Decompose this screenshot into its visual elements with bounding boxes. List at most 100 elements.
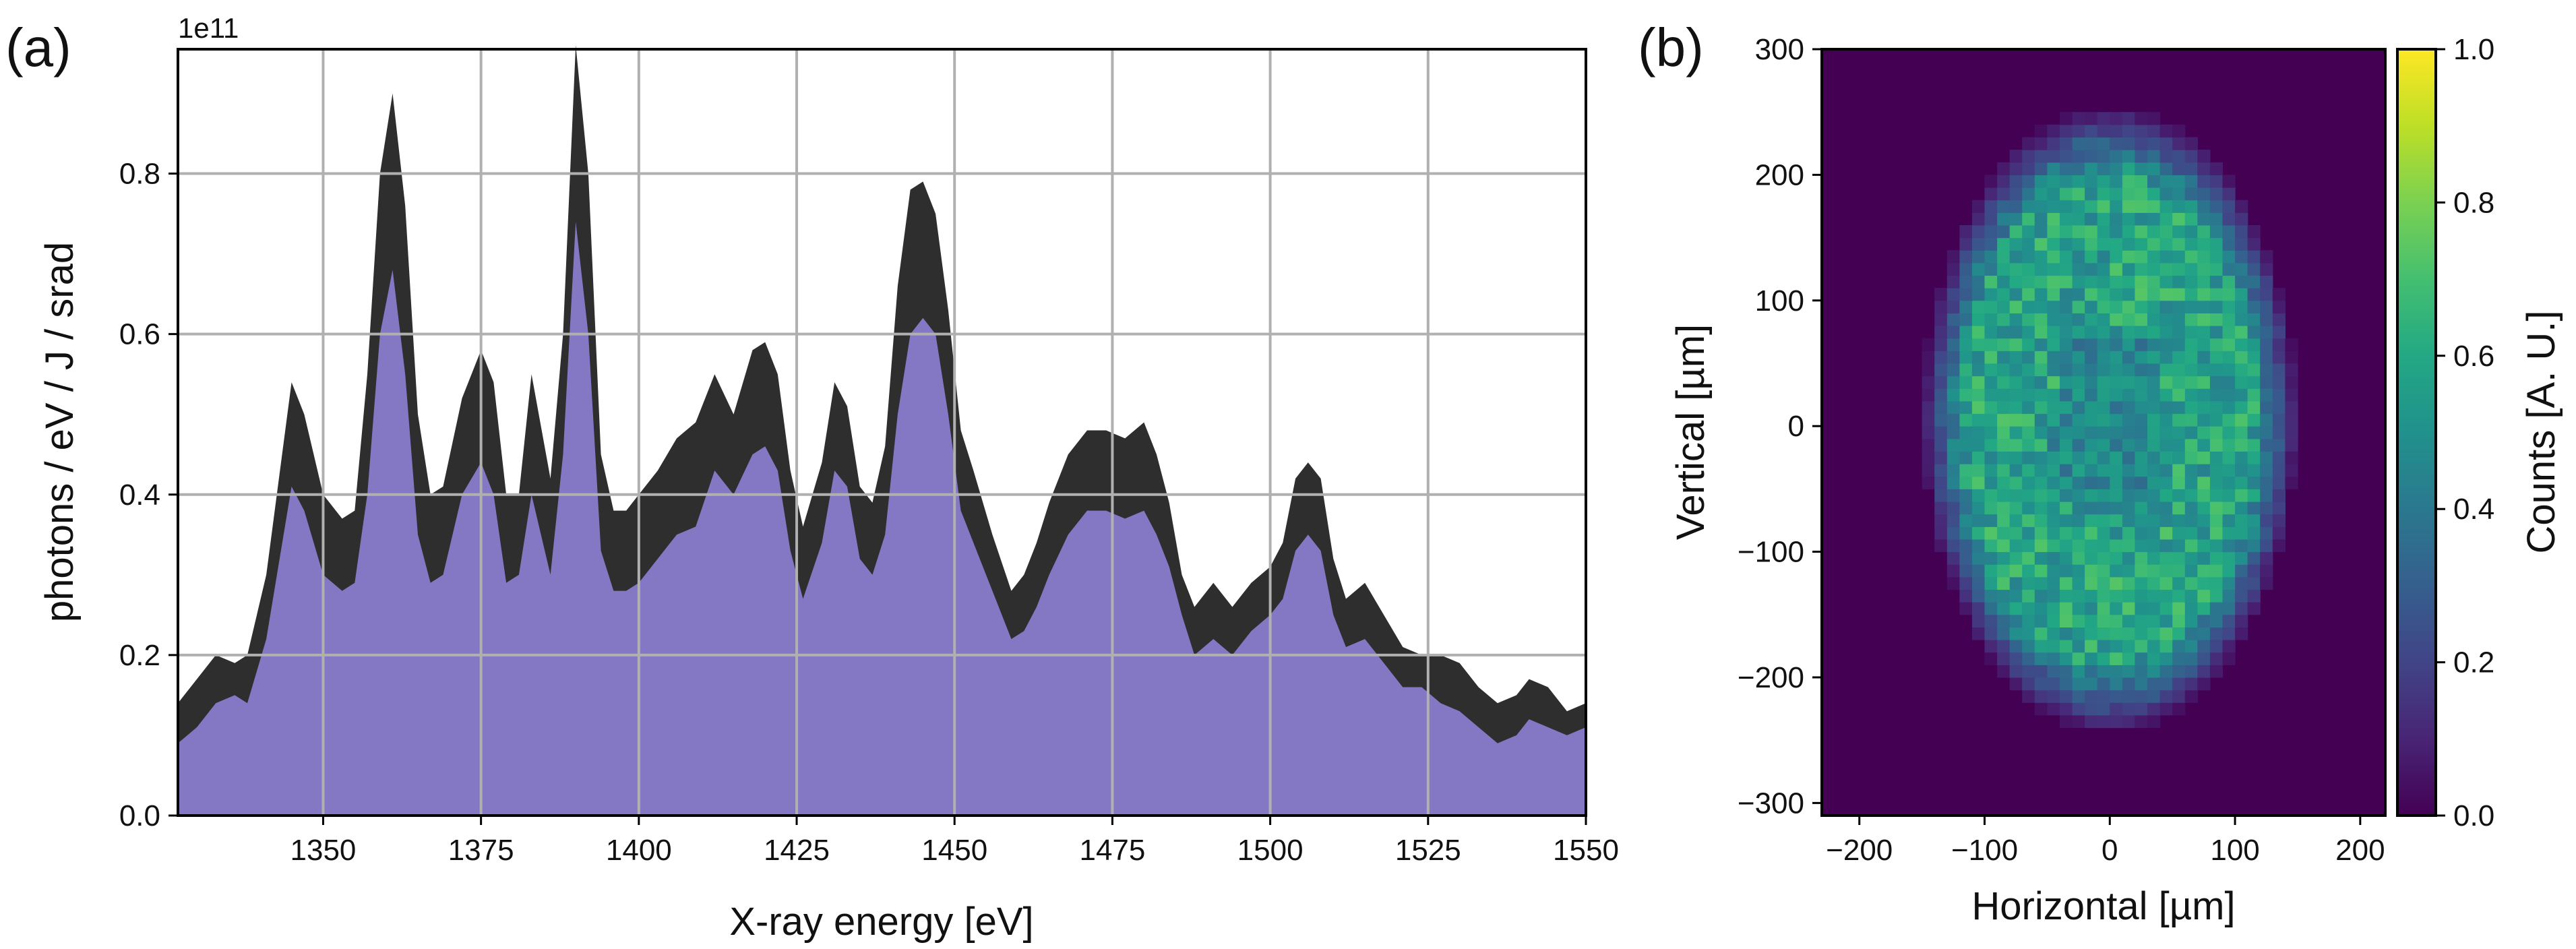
- heatmap-cell: [2147, 677, 2161, 691]
- heatmap-cell: [2222, 576, 2236, 590]
- heatmap-cell: [2022, 551, 2035, 565]
- heatmap-cell: [1971, 388, 1986, 402]
- y-tick-label-b: −100: [1738, 536, 1804, 569]
- heatmap-cell: [2009, 677, 2023, 691]
- heatmap-cell: [2184, 589, 2198, 603]
- heatmap-cell: [2272, 539, 2286, 553]
- heatmap-cell: [2097, 313, 2110, 326]
- heatmap-cell: [2022, 313, 2035, 326]
- heatmap-cell: [2235, 375, 2248, 389]
- mean-area: [178, 222, 1586, 816]
- heatmap-cell: [1984, 237, 1998, 251]
- heatmap-cell: [2009, 576, 2023, 590]
- heatmap-cell: [2247, 237, 2261, 251]
- x-tick-label-a: 1450: [921, 834, 987, 867]
- heatmap-cell: [2147, 150, 2161, 163]
- heatmap-cell: [2247, 300, 2261, 313]
- heatmap-cell: [2060, 250, 2073, 264]
- heatmap-cell: [1971, 438, 1986, 452]
- heatmap-cell: [2122, 124, 2136, 137]
- heatmap-cell: [2122, 250, 2136, 264]
- heatmap-cell: [2022, 665, 2035, 678]
- heatmap-cell: [2047, 627, 2060, 640]
- heatmap-cell: [2110, 690, 2123, 703]
- heatmap-cell: [2159, 212, 2173, 226]
- heatmap-cell: [2122, 602, 2136, 615]
- heatmap-cell: [2222, 250, 2236, 264]
- heatmap-cell: [2209, 237, 2224, 251]
- heatmap-cell: [2122, 200, 2136, 213]
- colorbar-tick-label: 0.0: [2453, 799, 2494, 832]
- heatmap-cell: [2060, 652, 2073, 665]
- heatmap-cell: [2172, 438, 2186, 452]
- heatmap-cell: [1997, 652, 2011, 665]
- heatmap-cell: [2060, 124, 2073, 137]
- heatmap-cell: [2184, 476, 2198, 489]
- heatmap-cell: [2235, 225, 2248, 239]
- heatmap-cell: [2060, 464, 2073, 477]
- heatmap-cell: [2034, 476, 2048, 489]
- x-tick-label-b: −100: [1951, 834, 2018, 867]
- heatmap-cell: [2072, 640, 2085, 653]
- heatmap-cell: [2034, 702, 2048, 716]
- heatmap-cell: [2034, 690, 2048, 703]
- heatmap-cell: [2285, 451, 2298, 464]
- heatmap-cell: [2047, 426, 2060, 439]
- heatmap-cell: [2247, 225, 2261, 239]
- heatmap-cell: [2285, 375, 2298, 389]
- heatmap-cell: [2172, 275, 2186, 288]
- heatmap-cell: [2047, 326, 2060, 339]
- heatmap-cell: [2197, 551, 2211, 565]
- heatmap-cell: [1997, 551, 2011, 565]
- heatmap-cell: [2047, 451, 2060, 464]
- x-axis-a: 1350 1375 1400 1425 1450 1475 1500 1525 1550: [290, 816, 1619, 867]
- heatmap-cell: [2122, 614, 2136, 627]
- heatmap-cell: [2147, 413, 2161, 427]
- heatmap-cell: [2085, 225, 2098, 239]
- heatmap-cell: [2072, 350, 2085, 364]
- heatmap-cell: [1971, 275, 1986, 288]
- heatmap-cell: [2184, 400, 2198, 415]
- heatmap-cell: [2022, 326, 2035, 339]
- heatmap-cell: [2097, 614, 2110, 627]
- heatmap-cell: [2222, 225, 2236, 239]
- heatmap-cell: [2285, 350, 2298, 364]
- y-axis-label-a: photons / eV / J / srad: [38, 242, 82, 622]
- heatmap-cell: [2159, 677, 2173, 691]
- heatmap-cell: [2072, 464, 2085, 477]
- heatmap-cell: [2159, 400, 2173, 415]
- heatmap-cell: [2047, 150, 2060, 163]
- heatmap-cell: [2184, 489, 2198, 502]
- heatmap-cell: [2235, 451, 2248, 464]
- heatmap-cell: [2085, 237, 2098, 251]
- heatmap-cell: [1984, 614, 1998, 627]
- heatmap-cell: [2197, 400, 2211, 415]
- heatmap-cell: [2272, 313, 2286, 326]
- heatmap-cell: [1934, 350, 1948, 364]
- heatmap-cell: [2147, 426, 2161, 439]
- heatmap-cell: [2209, 438, 2224, 452]
- heatmap-cell: [1997, 614, 2011, 627]
- heatmap-cell: [1959, 237, 1973, 251]
- heatmap-cell: [2260, 288, 2273, 301]
- heatmap-cell: [2060, 438, 2073, 452]
- heatmap-cell: [2135, 714, 2148, 729]
- heatmap-cell: [2135, 187, 2148, 201]
- heatmap-cell: [1959, 388, 1973, 402]
- heatmap-cell: [2034, 564, 2048, 578]
- heatmap-cell: [1984, 602, 1998, 615]
- heatmap-cell: [2034, 652, 2048, 665]
- heatmap-cell: [2197, 539, 2211, 553]
- heatmap-cell: [2197, 602, 2211, 615]
- heatmap-cell: [2097, 489, 2110, 502]
- y-tick-label-b: 100: [1755, 284, 1804, 317]
- heatmap-cell: [2072, 501, 2085, 515]
- heatmap-cell: [2172, 162, 2186, 175]
- heatmap-cell: [2110, 564, 2123, 578]
- heatmap-cell: [2110, 702, 2123, 716]
- heatmap-cell: [1934, 388, 1948, 402]
- y-tick-label-b: 0: [1788, 410, 1804, 443]
- heatmap-cell: [2097, 526, 2110, 540]
- heatmap-cell: [2209, 200, 2224, 213]
- heatmap-cell: [2097, 702, 2110, 716]
